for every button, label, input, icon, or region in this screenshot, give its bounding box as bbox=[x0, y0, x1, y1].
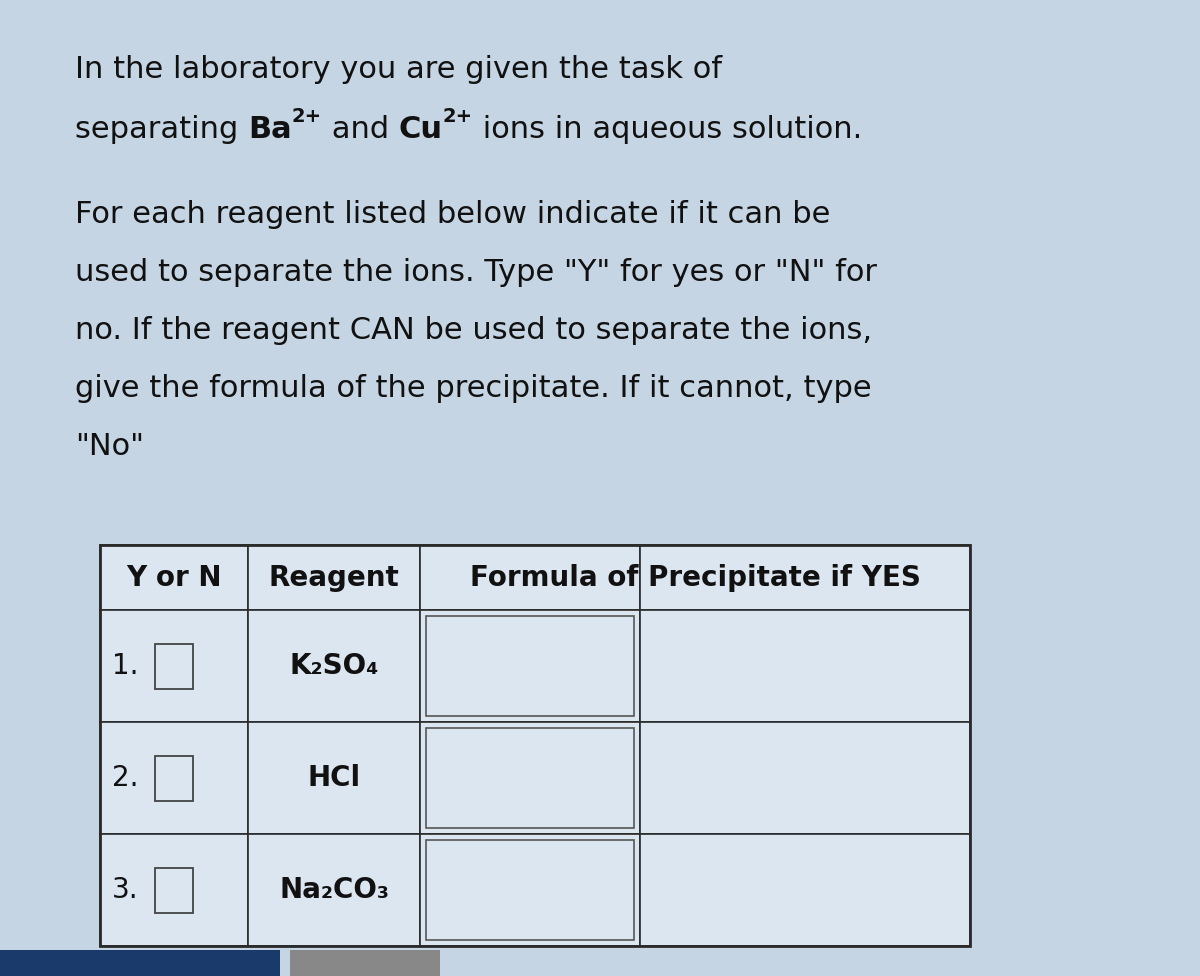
Text: no. If the reagent CAN be used to separate the ions,: no. If the reagent CAN be used to separa… bbox=[74, 316, 872, 345]
Text: ions in aqueous solution.: ions in aqueous solution. bbox=[473, 115, 862, 144]
Text: 1.: 1. bbox=[112, 652, 138, 680]
Bar bbox=[100, 722, 248, 834]
Text: HCl: HCl bbox=[307, 764, 360, 792]
Bar bbox=[640, 545, 970, 610]
Bar bbox=[100, 545, 970, 946]
Bar bbox=[426, 840, 634, 940]
Text: Ba: Ba bbox=[248, 115, 292, 144]
Bar bbox=[248, 834, 420, 946]
Bar bbox=[100, 834, 248, 946]
Bar bbox=[248, 545, 420, 610]
Text: used to separate the ions. Type "Y" for yes or "N" for: used to separate the ions. Type "Y" for … bbox=[74, 258, 877, 287]
Bar bbox=[155, 643, 193, 688]
Bar bbox=[155, 755, 193, 800]
Text: "No": "No" bbox=[74, 432, 144, 461]
Text: 2.: 2. bbox=[112, 764, 138, 792]
Bar bbox=[420, 722, 640, 834]
Text: separating: separating bbox=[74, 115, 248, 144]
Bar bbox=[0, 950, 280, 976]
Text: Cu: Cu bbox=[398, 115, 443, 144]
Text: 2+: 2+ bbox=[292, 107, 322, 126]
Bar bbox=[640, 834, 970, 946]
Text: Na₂CO₃: Na₂CO₃ bbox=[278, 876, 389, 904]
Bar bbox=[420, 834, 640, 946]
Text: In the laboratory you are given the task of: In the laboratory you are given the task… bbox=[74, 55, 722, 84]
Bar bbox=[248, 722, 420, 834]
Bar bbox=[100, 545, 248, 610]
Bar bbox=[155, 868, 193, 913]
Bar bbox=[640, 722, 970, 834]
Bar bbox=[426, 616, 634, 716]
Bar bbox=[290, 950, 440, 976]
Text: give the formula of the precipitate. If it cannot, type: give the formula of the precipitate. If … bbox=[74, 374, 871, 403]
Text: K₂SO₄: K₂SO₄ bbox=[289, 652, 379, 680]
Text: 3.: 3. bbox=[112, 876, 139, 904]
Text: Y or N: Y or N bbox=[126, 563, 222, 591]
Text: 2+: 2+ bbox=[443, 107, 473, 126]
Bar bbox=[420, 545, 640, 610]
Text: Reagent: Reagent bbox=[269, 563, 400, 591]
Bar bbox=[100, 610, 248, 722]
Bar bbox=[248, 610, 420, 722]
Bar bbox=[426, 728, 634, 828]
Text: and: and bbox=[322, 115, 398, 144]
Bar bbox=[420, 610, 640, 722]
Text: For each reagent listed below indicate if it can be: For each reagent listed below indicate i… bbox=[74, 200, 830, 229]
Bar bbox=[640, 610, 970, 722]
Text: Formula of Precipitate if YES: Formula of Precipitate if YES bbox=[469, 563, 920, 591]
